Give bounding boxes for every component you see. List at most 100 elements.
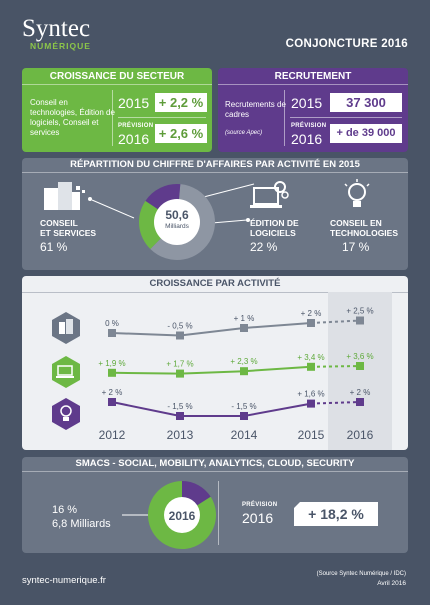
forecast-highlight	[328, 292, 392, 450]
smacs-center-year: 2016	[169, 509, 196, 523]
series-1-point-3	[307, 362, 315, 371]
sector-forecast-label: PRÉVISION	[118, 123, 154, 129]
x-tick-2012: 2012	[99, 428, 126, 442]
series-2-label-0: + 2 %	[102, 388, 123, 397]
recruitment-value-2015: 37 300	[330, 93, 402, 112]
leader-line-conseil-services	[91, 199, 135, 219]
series-1-segment-2	[243, 365, 312, 373]
series-2-segment-2	[243, 402, 312, 417]
recruitment-year-2015: 2015	[291, 95, 323, 111]
label-conseil-services: CONSEIL ET SERVICES	[40, 218, 97, 238]
series-0-segment-1	[179, 327, 245, 337]
activity-growth-title: CROISSANCE PAR ACTIVITÉ	[22, 276, 408, 293]
x-tick-2013: 2013	[167, 428, 194, 442]
recruitment-title: RECRUTEMENT	[218, 68, 408, 85]
series-2-label-2: - 1,5 %	[231, 402, 256, 411]
smacs-title: SMACS - SOCIAL, MOBILITY, ANALYTICS, CLO…	[22, 457, 408, 472]
series-0-label-1: - 0,5 %	[167, 322, 192, 331]
sector-growth-description: Conseil en technologies, Édition de logi…	[30, 98, 115, 137]
series-2-point-0	[108, 398, 116, 406]
percent-conseil-tech: 17 %	[342, 240, 370, 254]
series-1-segment-0	[111, 371, 181, 375]
recruitment-forecast-label: PRÉVISION	[291, 123, 327, 129]
series-0-segment-3	[310, 319, 361, 324]
recruitment-description: Recrutements de cadres	[225, 100, 286, 119]
series-0-label-3: + 2 %	[301, 309, 322, 318]
footer-date: Avril 2016	[377, 580, 406, 587]
series-1-label-2: + 2,3 %	[230, 357, 257, 366]
series-2-label-4: + 2 %	[350, 388, 371, 397]
sector-year-2016: 2016	[118, 131, 150, 147]
sector-growth-title: CROISSANCE DU SECTEUR	[22, 68, 212, 85]
series-2-point-4	[356, 398, 364, 406]
series-2-point-3	[307, 399, 315, 408]
pie-center-value: 50,6	[165, 208, 189, 222]
recruitment-value-2016: + de 39 000	[330, 124, 402, 143]
label-conseil-tech: CONSEIL EN TECHNOLOGIES	[330, 218, 399, 238]
smacs-panel: SMACS - SOCIAL, MOBILITY, ANALYTICS, CLO…	[22, 457, 408, 553]
series-0-point-2	[240, 324, 248, 332]
lightbulb-icon	[344, 179, 370, 207]
percent-edition: 22 %	[250, 240, 278, 254]
series-2-segment-3	[310, 401, 361, 405]
series-1-point-1	[176, 369, 184, 378]
series-2-label-3: + 1,6 %	[297, 390, 324, 399]
series-1-point-4	[356, 362, 364, 370]
sector-year-2015: 2015	[118, 95, 150, 111]
series-0-point-1	[176, 331, 184, 340]
office-icon	[52, 312, 80, 344]
series-0-point-4	[356, 316, 364, 325]
series-1-label-1: + 1,7 %	[166, 360, 193, 369]
series-1-segment-1	[179, 370, 245, 375]
page-title: CONJONCTURE 2016	[285, 38, 408, 50]
recruitment-source: (source Apec)	[225, 130, 263, 136]
revenue-pie-chart	[88, 183, 255, 260]
office-building-icon	[44, 182, 85, 210]
footer-source: (Source Syntec Numérique / IDC)	[316, 571, 406, 577]
series-0-segment-2	[243, 322, 312, 329]
series-1-label-4: + 3,6 %	[346, 352, 373, 361]
series-0-point-0	[108, 329, 116, 337]
x-tick-2016: 2016	[347, 428, 374, 442]
revenue-split-title: RÉPARTITION DU CHIFFRE D'AFFAIRES PAR AC…	[22, 158, 408, 173]
sector-growth-panel: CROISSANCE DU SECTEUR Conseil en technol…	[22, 68, 212, 152]
series-2-segment-0	[111, 401, 181, 417]
smacs-donut-chart: 2016	[122, 481, 216, 549]
series-1-label-3: + 3,4 %	[297, 353, 324, 362]
series-0-segment-0	[111, 332, 181, 337]
series-0-label-0: 0 %	[105, 319, 119, 328]
pie-center-unit: Milliards	[165, 223, 189, 230]
series-0-point-3	[307, 319, 315, 327]
activity-growth-panel: CROISSANCE PAR ACTIVITÉ 0 % - 0,5 % + 1 % +…	[22, 276, 408, 450]
footer-website[interactable]: syntec-numerique.fr	[22, 575, 106, 586]
revenue-split-panel: RÉPARTITION DU CHIFFRE D'AFFAIRES PAR AC…	[22, 158, 408, 270]
label-edition: ÉDITION DE LOGICIELS	[250, 218, 299, 238]
software-computer-icon	[250, 181, 289, 208]
lightbulb-icon	[52, 398, 80, 430]
sector-value-2015: + 2,2 %	[155, 93, 207, 112]
series-0-label-2: + 1 %	[234, 314, 255, 323]
logo-numerique: NUMÉRIQUE	[30, 41, 91, 51]
smacs-year: 2016	[242, 510, 274, 526]
series-1-segment-3	[310, 365, 361, 368]
x-tick-2014: 2014	[231, 428, 258, 442]
logo-syntec: Syntec	[22, 15, 91, 42]
smacs-value: + 18,2 %	[294, 502, 378, 526]
smacs-share: 16 %	[52, 504, 78, 516]
software-icon	[52, 356, 80, 388]
recruitment-panel: RECRUTEMENT Recrutements de cadres (sour…	[218, 68, 408, 152]
series-1-point-2	[240, 367, 248, 376]
percent-conseil-services: 61 %	[40, 240, 68, 254]
smacs-forecast-label: PRÉVISION	[242, 502, 278, 508]
sector-value-2016: + 2,6 %	[155, 124, 207, 143]
series-2-point-1	[176, 412, 184, 420]
series-1-label-0: + 1,9 %	[98, 359, 125, 368]
recruitment-year-2016: 2016	[291, 131, 323, 147]
smacs-amount: 6,8 Milliards	[52, 518, 111, 530]
x-tick-2015: 2015	[298, 428, 325, 442]
series-2-label-1: - 1,5 %	[167, 402, 192, 411]
series-1-point-0	[108, 368, 116, 377]
series-0-label-4: + 2,5 %	[346, 307, 373, 316]
series-2-point-2	[240, 412, 248, 420]
activity-line-chart: 0 % - 0,5 % + 1 % + 2 % + 2,5 % + 1,9 % + 1,7 …	[52, 292, 392, 450]
